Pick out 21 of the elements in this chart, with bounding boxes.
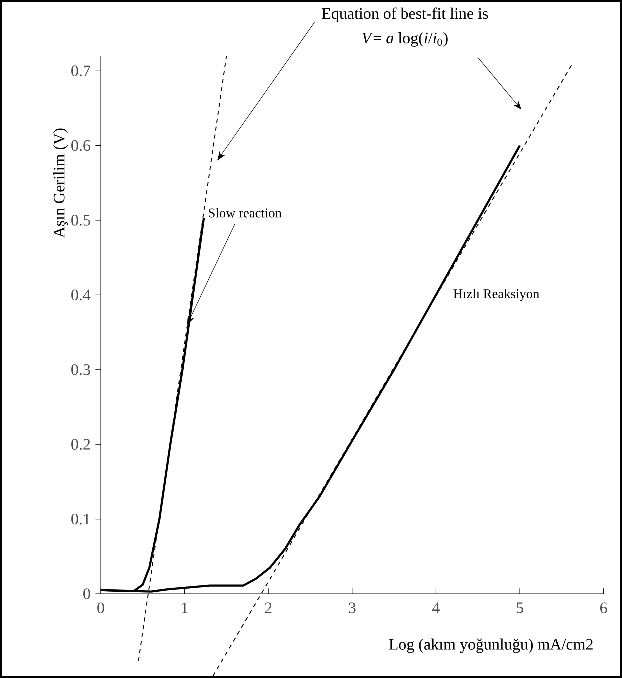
text: Equation of best-fit line is — [322, 8, 488, 22]
x-tick-label: 3 — [349, 602, 356, 614]
y-tick-label: 0.7 — [72, 66, 90, 77]
x-tick-label: 0 — [98, 602, 104, 614]
x-tick-label: 1 — [182, 602, 188, 614]
x-tick-label: 4 — [432, 602, 440, 614]
x-tick-label: 5 — [516, 602, 524, 614]
series-label: Slow reaction — [209, 208, 282, 218]
y-tick-label: 0.4 — [72, 290, 91, 301]
y-tick-label: 0 — [84, 588, 90, 600]
y-tick-label: 0.5 — [72, 215, 90, 226]
text: V= a log(i/i$_{0}$) — [362, 32, 448, 47]
y-tick-label: 0.6 — [72, 140, 90, 152]
x-axis-title: Log (akım yoğunluğu) mA/cm2 — [389, 638, 593, 654]
y-tick-label: 0.2 — [72, 439, 90, 450]
y-tick-label: 0.1 — [72, 514, 90, 525]
series-label: Hızlı Reaksiyon — [454, 289, 540, 302]
x-tick-label: 2 — [265, 602, 272, 614]
x-tick-label: 6 — [600, 602, 608, 614]
y-axis-title: Aşın Gerilim (V) — [54, 128, 68, 238]
y-tick-label: 0.3 — [72, 364, 90, 376]
